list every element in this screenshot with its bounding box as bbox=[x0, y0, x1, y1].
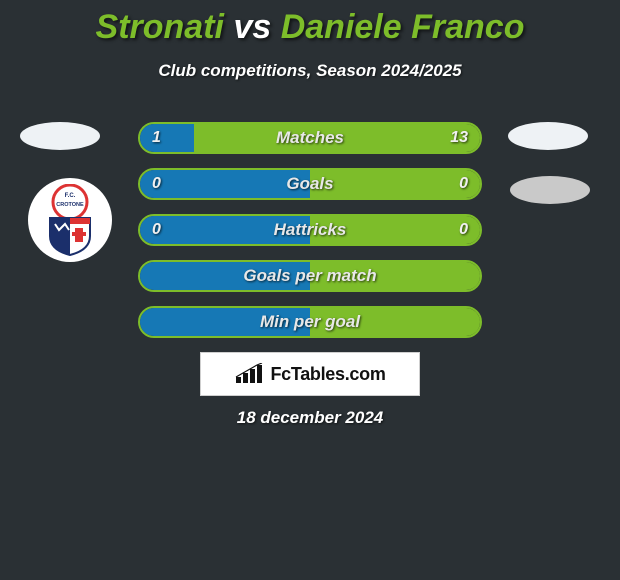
stat-label: Matches bbox=[140, 124, 480, 152]
date-label: 18 december 2024 bbox=[0, 408, 620, 428]
stat-value-left: 0 bbox=[152, 216, 161, 244]
stat-label: Hattricks bbox=[140, 216, 480, 244]
stat-label: Goals per match bbox=[140, 262, 480, 290]
page-subtitle: Club competitions, Season 2024/2025 bbox=[0, 61, 620, 81]
stat-bars: Matches113Goals00Hattricks00Goals per ma… bbox=[138, 122, 482, 352]
stat-value-right: 0 bbox=[459, 216, 468, 244]
svg-text:CROTONE: CROTONE bbox=[56, 202, 84, 208]
player-left-silhouette bbox=[20, 122, 100, 150]
player-right-silhouette-2 bbox=[510, 176, 590, 204]
stat-row: Goals0 0 bbox=[138, 168, 482, 200]
page-title: Stronati vs Daniele Franco bbox=[0, 0, 620, 47]
player-right-silhouette bbox=[508, 122, 588, 150]
stat-value-left: 1 bbox=[152, 124, 161, 152]
stat-row: Hattricks0 0 bbox=[138, 214, 482, 246]
stat-value-right: 0 bbox=[459, 170, 468, 198]
svg-text:F.C.: F.C. bbox=[65, 193, 76, 199]
stat-row: Min per goal bbox=[138, 306, 482, 338]
stat-row: Matches1 13 bbox=[138, 122, 482, 154]
stat-label: Goals bbox=[140, 170, 480, 198]
stat-row: Goals per match bbox=[138, 260, 482, 292]
club-badge: F.C. CROTONE bbox=[28, 178, 112, 262]
brand-box: FcTables.com bbox=[200, 352, 420, 396]
club-crest-icon: F.C. CROTONE bbox=[39, 184, 101, 256]
stat-value-left: 0 bbox=[152, 170, 161, 198]
stat-label: Min per goal bbox=[140, 308, 480, 336]
brand-text: FcTables.com bbox=[270, 364, 385, 385]
stat-value-right: 13 bbox=[450, 124, 468, 152]
brand-bars-icon bbox=[234, 363, 264, 385]
